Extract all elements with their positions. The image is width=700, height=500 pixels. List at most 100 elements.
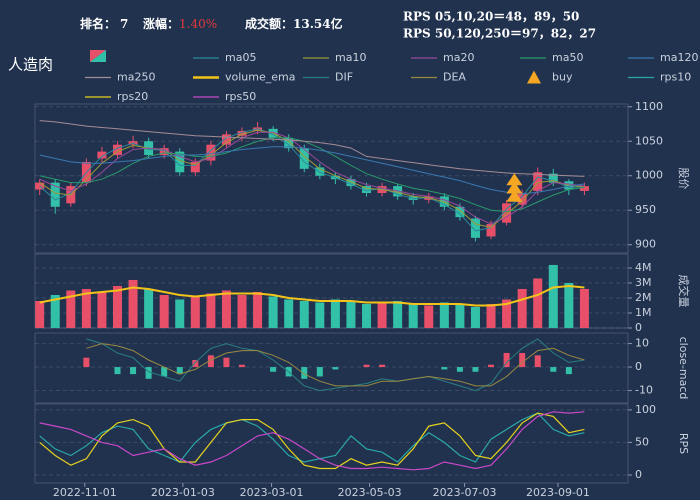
y-axis-label: 成交量 [677,275,691,308]
volume-bar [346,300,356,328]
volume-bar [330,299,340,328]
volume-bar [221,290,231,328]
candle-body [486,224,496,237]
candle-body [206,144,216,161]
legend-label: rps10 [660,71,691,84]
rps-long: RPS 50,120,250＝97，82，27 [403,27,596,41]
legend-label: ma05 [225,51,256,64]
macd-bar [503,352,510,368]
volume-bar [517,288,527,328]
legend-marker [527,70,541,84]
volume-bar [190,296,200,328]
panel-frame [34,103,629,254]
y-axis-label: RPS [677,433,690,454]
amount-value: 13.54亿 [293,16,343,31]
macd-bar [223,357,230,368]
volume-bar [97,291,107,328]
volume-bar [81,288,91,328]
candle-body [315,167,325,176]
candle-body [299,148,309,169]
volume-bar [66,290,76,328]
macd-bar [441,367,448,370]
x-tick-label: 2023-05-03 [338,486,402,499]
volume-bar [35,300,45,328]
legend-label: ma120 [660,51,698,64]
macd-bar [534,355,541,368]
volume-bar [393,300,403,328]
candle-body [35,182,45,190]
y-tick-label: 2M [635,291,652,304]
macd-bar [130,367,137,375]
macd-bar [332,367,339,370]
change: 涨幅：1.40% [143,16,217,31]
volume-bar [362,303,372,328]
legend-label: DIF [335,71,353,84]
volume-bar [470,306,480,328]
chart-title: 人造肉 [8,56,53,74]
macd-bar [456,367,463,372]
legend-label: rps20 [117,90,148,103]
legend-label: ma50 [552,51,583,64]
y-tick-label: -10 [635,384,653,397]
volume-bar [439,302,449,328]
volume-ema-line [39,284,585,307]
ma-line [39,128,585,232]
volume-bar [502,299,512,328]
candle-body [533,172,543,191]
y-tick-label: 950 [635,203,656,216]
candle-body [50,182,60,207]
candle-body [517,192,527,205]
y-tick-label: 10 [635,337,649,350]
volume-bar [50,294,60,328]
macd-bar [550,367,557,372]
legend-label: ma20 [443,51,474,64]
macd-bar [379,364,386,368]
ma-line [39,131,585,225]
legend-label: ma10 [335,51,366,64]
legend-label: volume_ema [225,71,295,84]
change-value: 1.40% [179,17,217,31]
legend-label: rps50 [225,90,256,103]
macd-bar [192,360,199,368]
legend-label: ma250 [117,71,155,84]
volume-bar [408,303,418,328]
macd-bar [301,367,308,379]
candle-body [346,179,356,187]
y-tick-label: 3M [635,276,652,289]
macd-bar [270,367,277,372]
x-tick-label: 2023-01-03 [151,486,215,499]
candle-body [284,137,294,149]
y-tick-label: 0 [635,321,642,334]
macd-bar [565,367,572,375]
macd-bar [161,367,168,377]
x-tick-label: 2023-09-01 [526,486,590,499]
candle-body [159,148,169,156]
volume-bar [377,302,387,328]
volume-bar [144,288,154,328]
y-tick-label: 50 [635,435,649,448]
volume-bar [253,291,263,328]
volume-bar [533,278,543,328]
candle-body [548,173,558,183]
candle-body [502,203,512,223]
volume-bar [299,300,309,328]
macd-bar [472,367,479,372]
ma-line [39,129,585,229]
volume-bar [424,305,434,328]
ma-line [39,146,585,195]
volume-bar [284,299,294,328]
volume-bar [112,285,122,328]
y-axis-label: 股价 [677,168,690,190]
y-axis-label: close-macd [677,337,690,400]
volume-bar [159,294,169,328]
volume-bar [268,296,278,328]
macd-bar [363,364,370,368]
x-tick-label: 2023-07-03 [433,486,497,499]
volume-bar [128,279,138,328]
candle-body [237,130,247,136]
buy-marker [506,173,523,186]
ma-line [39,120,585,177]
volume-bar [206,293,216,328]
